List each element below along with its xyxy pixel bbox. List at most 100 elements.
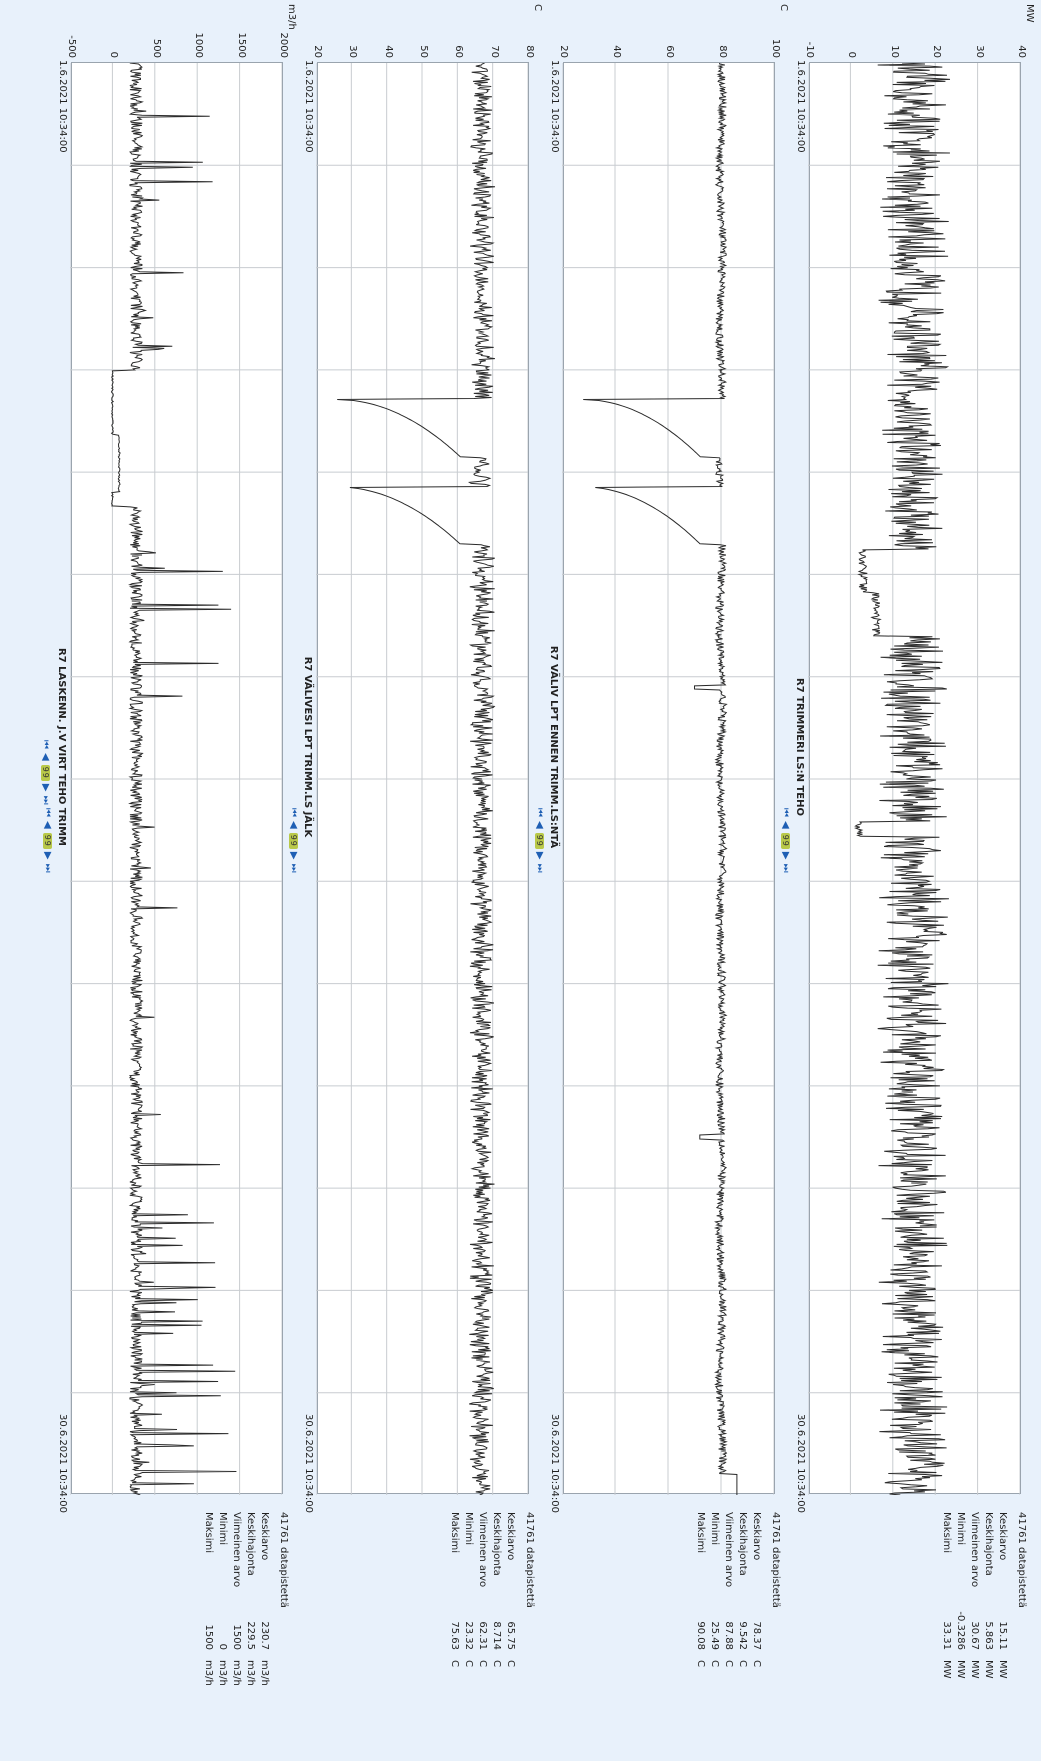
stat-label: Maksimi xyxy=(449,1512,460,1554)
series-line xyxy=(583,63,738,1495)
y-tick-label: 1500 xyxy=(235,32,247,58)
stat-value: 62.31 xyxy=(477,1621,488,1650)
stat-value: 0 xyxy=(217,1643,228,1650)
y-tick-label: 80 xyxy=(524,45,535,58)
y-tick-label: 40 xyxy=(1016,45,1027,58)
y-tick-label: 50 xyxy=(418,45,429,58)
y-tick-label: 40 xyxy=(611,45,622,58)
stat-row-mean: Keskiarvo 15.11 MW xyxy=(995,1512,1009,1752)
stat-value: 230.7 xyxy=(259,1621,270,1650)
stat-value: 25.49 xyxy=(709,1621,720,1650)
plot-area[interactable] xyxy=(316,62,529,1495)
stat-row-last: Viimeinen arvo 1500 m3/h xyxy=(229,1512,243,1752)
chart-panel-3: C 20 30 40 50 60 70 80 1.6.2021 10:34:00 30.6.202… xyxy=(288,0,549,1761)
stat-unit: C xyxy=(449,1660,460,1667)
stats-panel: 41761 datapistettä Keskiarvo 230.7 m3/h Kesk… xyxy=(201,1512,289,1752)
stat-label: Minimi xyxy=(709,1512,720,1546)
stat-value: 9.542 xyxy=(737,1621,748,1650)
stat-unit: m3/h xyxy=(245,1660,256,1686)
y-unit-label: C xyxy=(532,4,543,11)
stat-unit: C xyxy=(463,1660,474,1667)
stat-unit: MW xyxy=(941,1660,952,1679)
next-page-button[interactable]: ▶ xyxy=(40,783,51,793)
plot-area[interactable] xyxy=(562,62,775,1495)
stat-unit: C xyxy=(709,1660,720,1667)
stat-label: Viimeinen arvo xyxy=(969,1512,980,1588)
stat-unit: C xyxy=(695,1660,706,1667)
stat-row-std: Keskihajonta 9.542 C xyxy=(735,1512,749,1752)
stat-row-std: Keskihajonta 229.5 m3/h xyxy=(243,1512,257,1752)
stats-panel: 41761 datapistettä Keskiarvo 65.75 C Keskiha… xyxy=(447,1512,535,1752)
y-tick-label: 80 xyxy=(717,45,728,58)
first-page-button[interactable]: ⏮ xyxy=(40,740,51,750)
page-indicator[interactable]: 99 xyxy=(41,764,50,781)
stat-label: Viimeinen arvo xyxy=(477,1512,488,1588)
stat-value: 23.32 xyxy=(463,1621,474,1650)
line-chart xyxy=(808,63,1020,1495)
y-tick-label: 30 xyxy=(347,45,359,58)
chart-title: R7 LASKENN. J.V VIRT TEHO TRIMM xyxy=(56,648,67,846)
stat-row-std: Keskihajonta 5.863 MW xyxy=(981,1512,995,1752)
stat-label: Keskihajonta xyxy=(245,1512,256,1576)
datapoint-count: 41761 datapistettä xyxy=(770,1512,781,1608)
y-tick-label: 1000 xyxy=(193,32,205,58)
stat-value: 90.08 xyxy=(695,1621,706,1650)
chart-title: R7 VÄLIVESI LPT TRIMM.LS JÄLK xyxy=(302,656,313,838)
stat-row-last: Viimeinen arvo 87.88 C xyxy=(721,1512,735,1752)
stat-label: Keskiarvo xyxy=(259,1512,270,1561)
chart-panel-2: C 20 40 60 80 100 1.6.2021 10:34:00 30.6.2021 1… xyxy=(534,0,795,1761)
chart-panel-4: m3/h -500 0 500 1000 1500 2000 1.6.2021 10:34:0… xyxy=(42,0,303,1761)
stat-value: 87.88 xyxy=(723,1621,734,1650)
stat-unit: C xyxy=(751,1660,762,1667)
stat-row-min: Minimi 23.32 C xyxy=(461,1512,475,1752)
prev-page-button[interactable]: ◀ xyxy=(40,753,51,762)
series-line xyxy=(854,63,951,1495)
stat-row-last: Viimeinen arvo 62.31 C xyxy=(475,1512,489,1752)
prev-page-button[interactable]: ◀ xyxy=(42,821,53,830)
stat-unit: m3/h xyxy=(203,1660,214,1686)
series-line xyxy=(110,63,237,1495)
stat-unit: MW xyxy=(969,1660,980,1679)
y-tick-label: 40 xyxy=(382,45,394,58)
y-tick-label: 0 xyxy=(846,51,858,58)
plot-area[interactable] xyxy=(808,62,1021,1495)
stat-row-std: Keskihajonta 8.714 C xyxy=(489,1512,503,1752)
stat-unit: C xyxy=(505,1660,516,1667)
stat-row-max: Maksimi 75.63 C xyxy=(447,1512,461,1752)
stat-row-min: Minimi 0 m3/h xyxy=(215,1512,229,1752)
line-chart xyxy=(316,63,528,1495)
stat-label: Maksimi xyxy=(941,1512,952,1554)
first-page-button[interactable]: ⏮ xyxy=(42,808,53,818)
last-page-button[interactable]: ⏭ xyxy=(40,795,51,806)
stat-label: Viimeinen arvo xyxy=(231,1512,242,1588)
y-tick-label: 100 xyxy=(770,38,781,58)
last-page-button[interactable]: ⏭ xyxy=(42,863,53,874)
stat-label: Keskiarvo xyxy=(751,1512,762,1561)
y-tick-label: 20 xyxy=(312,45,323,58)
stats-panel: 41761 datapistettä Keskiarvo 15.11 MW Keskih… xyxy=(939,1512,1027,1752)
stat-value: 78.37 xyxy=(751,1621,762,1650)
stat-label: Minimi xyxy=(217,1512,228,1546)
stat-unit: m3/h xyxy=(231,1660,242,1686)
y-tick-label: 60 xyxy=(664,45,675,58)
y-unit-label: MW xyxy=(1024,4,1035,23)
stat-unit: m3/h xyxy=(217,1660,228,1686)
stat-value: 5.863 xyxy=(983,1621,994,1650)
stat-unit: C xyxy=(737,1660,748,1667)
stat-row-min: Minimi -0.3286 MW xyxy=(953,1512,967,1752)
chart-pager: ⏮ ◀ 99 ▶ ⏭ xyxy=(42,808,53,877)
next-page-button[interactable]: ▶ xyxy=(42,851,53,861)
datapoint-count: 41761 datapistettä xyxy=(1016,1512,1027,1608)
datapoint-count: 41761 datapistettä xyxy=(278,1512,289,1608)
stat-value: 1500 xyxy=(203,1624,214,1650)
line-chart xyxy=(70,63,282,1495)
series-line xyxy=(337,63,496,1495)
stat-label: Viimeinen arvo xyxy=(723,1512,734,1588)
y-tick-label: 20 xyxy=(558,45,569,58)
stat-unit: MW xyxy=(997,1660,1008,1679)
stat-unit: MW xyxy=(955,1660,966,1679)
stat-value: 15.11 xyxy=(997,1621,1008,1650)
page-indicator[interactable]: 99 xyxy=(43,832,52,849)
plot-area[interactable] xyxy=(70,62,283,1495)
